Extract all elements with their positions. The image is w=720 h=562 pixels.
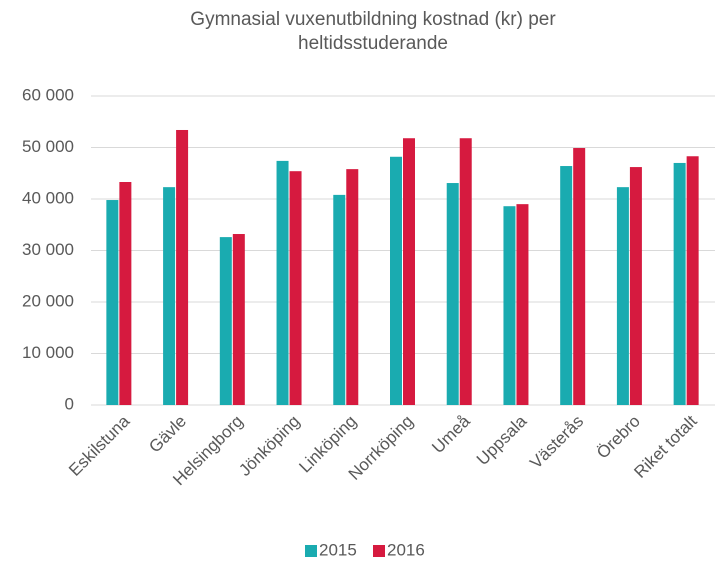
- bar: [403, 138, 415, 406]
- legend-label: 2016: [387, 540, 425, 559]
- bar: [446, 183, 459, 405]
- bar: [219, 237, 232, 405]
- legend-swatch: [373, 545, 385, 557]
- y-tick-label: 20 000: [22, 291, 74, 310]
- y-tick-label: 0: [65, 394, 74, 413]
- bar: [686, 156, 699, 405]
- y-tick-label: 30 000: [22, 240, 74, 259]
- bar: [560, 166, 573, 405]
- x-tick-label: Örebro: [593, 412, 644, 463]
- x-tick-label: Gävle: [145, 412, 190, 457]
- bar: [333, 194, 346, 405]
- y-tick-label: 40 000: [22, 188, 74, 207]
- x-tick-label: Jönköping: [235, 412, 303, 480]
- x-tick-label: Eskilstuna: [65, 411, 134, 480]
- y-tick-label: 50 000: [22, 137, 74, 156]
- bar: [390, 156, 402, 405]
- bar: [616, 187, 629, 405]
- bar: [573, 148, 586, 405]
- bar: [289, 171, 302, 405]
- bar: [629, 167, 642, 405]
- y-tick-label: 10 000: [22, 343, 74, 362]
- bar: [516, 204, 529, 405]
- x-tick-label: Västerås: [526, 412, 587, 473]
- chart-title: Gymnasial vuxenutbildning kostnad (kr) p…: [190, 9, 556, 54]
- x-tick-label: Uppsala: [473, 411, 531, 469]
- bar: [119, 182, 132, 405]
- bar: [346, 169, 359, 405]
- bar: [163, 187, 176, 405]
- y-tick-label: 60 000: [22, 85, 74, 104]
- bar: [673, 162, 686, 405]
- bar: [459, 138, 472, 406]
- bar: [276, 160, 289, 405]
- legend-label: 2015: [319, 540, 357, 559]
- x-tick-label: Umeå: [428, 411, 474, 457]
- bar: [176, 129, 189, 406]
- bar: [106, 200, 119, 405]
- legend-swatch: [305, 545, 317, 557]
- bar: [503, 206, 516, 405]
- bar: [232, 234, 245, 405]
- x-tick-label: Riket totalt: [630, 411, 700, 481]
